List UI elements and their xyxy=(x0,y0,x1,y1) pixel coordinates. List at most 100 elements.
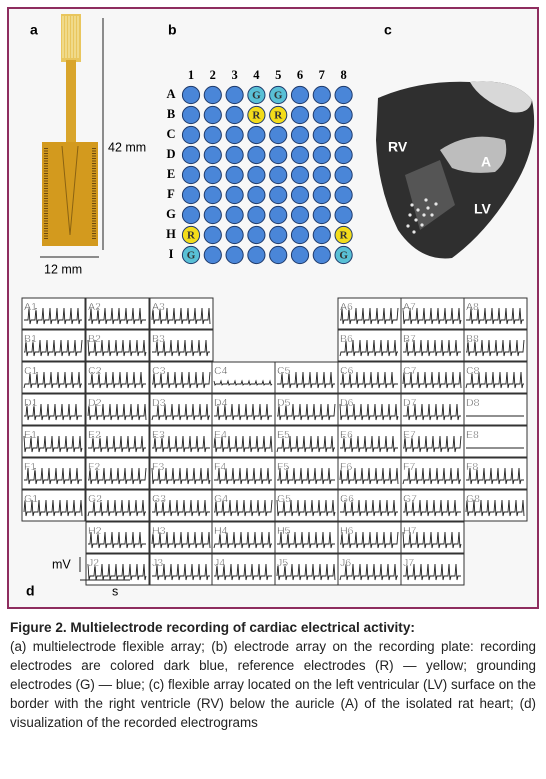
electrode-name: C6 xyxy=(340,365,354,377)
electrode-label: G xyxy=(339,250,348,262)
electrode-name: B7 xyxy=(403,333,416,345)
electrode xyxy=(312,125,331,145)
electrode xyxy=(247,245,266,265)
electrogram-trace xyxy=(151,307,211,325)
electrode xyxy=(269,165,288,185)
electrode-name: A2 xyxy=(88,301,101,313)
electrode xyxy=(334,245,353,265)
electrode xyxy=(181,85,201,105)
electrogram-trace xyxy=(403,499,461,517)
electrogram-tile xyxy=(274,521,339,554)
electrogram-trace xyxy=(276,499,336,517)
electrogram-trace xyxy=(340,307,399,325)
electrogram-trace xyxy=(403,435,462,453)
electrogram-trace xyxy=(152,339,210,357)
electrode-name: H6 xyxy=(340,525,354,537)
electrode xyxy=(269,225,288,245)
dimension-label: 12 mm xyxy=(44,262,82,276)
electrogram-tile xyxy=(85,521,150,554)
electrode xyxy=(247,105,266,125)
electrogram-trace xyxy=(24,339,83,357)
electrogram-trace xyxy=(214,499,273,517)
electrode xyxy=(247,125,266,145)
electrode xyxy=(312,165,331,185)
electrode-name: H4 xyxy=(214,525,228,537)
electrode-name: F4 xyxy=(214,461,226,473)
electrogram-trace xyxy=(339,467,399,485)
electrode-name: C1 xyxy=(24,365,38,377)
electrode-name: C4 xyxy=(214,365,228,377)
electrode xyxy=(312,85,331,105)
electrode-name: F3 xyxy=(152,461,164,473)
electrode xyxy=(269,245,288,265)
electrode-label: R xyxy=(274,110,283,122)
electrogram-trace xyxy=(277,403,336,421)
electrode xyxy=(203,85,222,105)
electrode-name: G4 xyxy=(214,493,228,505)
electrogram-tile xyxy=(463,457,528,490)
electrogram-trace xyxy=(88,435,146,453)
electrode xyxy=(203,205,222,225)
electrogram-trace xyxy=(151,531,211,549)
electrogram-trace xyxy=(466,467,524,485)
electrogram-trace xyxy=(213,531,272,549)
electrode-name: G6 xyxy=(340,493,354,505)
electrode-name: J5 xyxy=(277,557,288,569)
electrogram-grid: A1 A2 A3 A6 A7 A8 B1 B2 B3 B6 B7 B8 C1 C2 C3 C4 C5 C6 C7 C8… xyxy=(21,297,528,586)
electrogram-trace xyxy=(23,435,83,453)
region-label: RV xyxy=(388,139,408,155)
electrogram-trace xyxy=(214,467,272,485)
column-label: 1 xyxy=(188,68,194,82)
electrode xyxy=(334,225,353,245)
electrode xyxy=(225,185,244,205)
electrode-name: H5 xyxy=(277,525,291,537)
electrode xyxy=(225,145,244,165)
electrode xyxy=(247,165,266,185)
electrode-name: E7 xyxy=(403,429,416,441)
electrode xyxy=(290,145,310,165)
electrode xyxy=(312,185,331,205)
electrogram-tile xyxy=(149,553,214,586)
heart-photo xyxy=(376,81,535,259)
electrode-name: D8 xyxy=(466,397,480,409)
electrogram-trace xyxy=(87,403,147,421)
electrode xyxy=(225,125,244,145)
region-label: A xyxy=(481,154,491,170)
electrode xyxy=(312,245,331,265)
electrode xyxy=(181,145,201,165)
electrode-name: J2 xyxy=(88,557,99,569)
electrode-name: H2 xyxy=(88,525,102,537)
electrode xyxy=(312,145,331,165)
electrode xyxy=(290,245,310,265)
electrogram-tile xyxy=(85,425,150,458)
electrode xyxy=(181,185,201,205)
electrogram-trace xyxy=(277,371,335,389)
electrogram-tile xyxy=(337,425,402,458)
electrode-name: B6 xyxy=(340,333,353,345)
electrogram-tile xyxy=(274,457,339,490)
column-label: 2 xyxy=(210,68,216,82)
electrode xyxy=(290,205,310,225)
electrogram-trace xyxy=(403,563,461,581)
electrode xyxy=(181,125,201,145)
electrode xyxy=(269,125,288,145)
electrogram-trace xyxy=(152,499,210,517)
electrode xyxy=(334,85,353,105)
panel-label: a xyxy=(30,22,38,38)
electrogram-trace xyxy=(88,371,146,389)
electrode-name: C2 xyxy=(88,365,102,377)
region-label: LV xyxy=(474,201,492,217)
electrode-name: C5 xyxy=(277,365,291,377)
electrode xyxy=(247,185,266,205)
row-label: F xyxy=(167,187,175,201)
electrode-name: D2 xyxy=(88,397,102,409)
electrode-name: E5 xyxy=(277,429,290,441)
electrogram-trace xyxy=(23,499,83,517)
electrogram-trace xyxy=(213,379,273,386)
electrogram-trace xyxy=(465,371,524,389)
row-label: H xyxy=(166,227,176,241)
electrogram-trace xyxy=(402,531,462,549)
electrogram-trace xyxy=(465,499,525,517)
